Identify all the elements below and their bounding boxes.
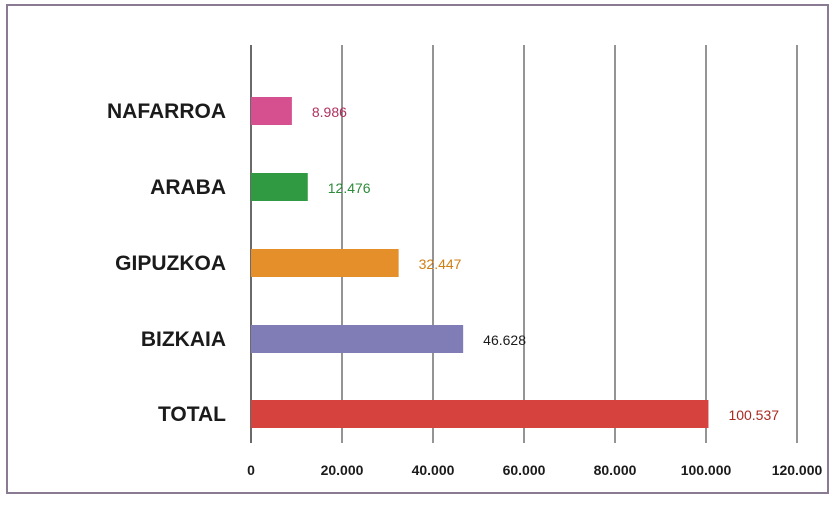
category-label: GIPUZKOA	[115, 252, 226, 275]
x-tick-label: 20.000	[321, 462, 364, 478]
bar	[251, 249, 399, 277]
data-label: 32.447	[419, 256, 462, 272]
x-tick-label: 100.000	[681, 462, 732, 478]
category-label: NAFARROA	[107, 100, 226, 123]
data-label: 12.476	[328, 180, 371, 196]
x-tick-label: 120.000	[772, 462, 823, 478]
data-label: 100.537	[728, 407, 779, 423]
x-tick-label: 40.000	[412, 462, 455, 478]
bar	[251, 97, 292, 125]
x-tick-label: 80.000	[594, 462, 637, 478]
category-label: TOTAL	[158, 403, 226, 426]
category-label: BIZKAIA	[141, 328, 226, 351]
bar	[251, 173, 308, 201]
x-tick-label: 60.000	[503, 462, 546, 478]
x-tick-label: 0	[247, 462, 255, 478]
category-label: ARABA	[150, 176, 226, 199]
bar	[251, 325, 464, 353]
data-label: 8.986	[312, 104, 347, 120]
data-label: 46.628	[483, 332, 526, 348]
bar	[251, 400, 709, 428]
